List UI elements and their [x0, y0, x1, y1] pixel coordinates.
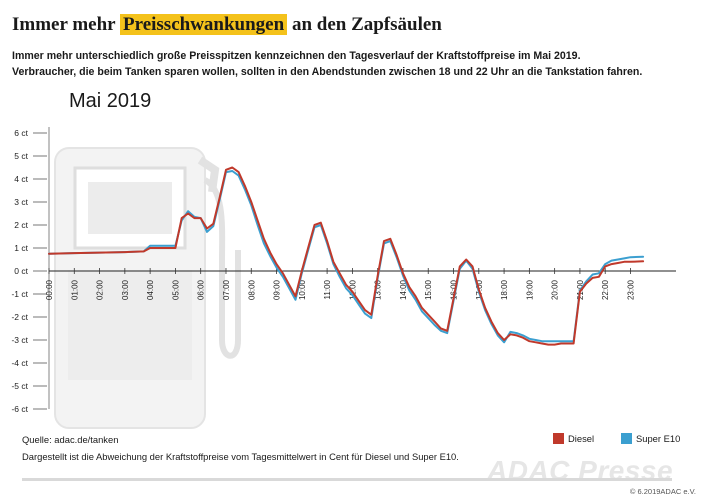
month-label: Mai 2019 — [69, 90, 152, 112]
legend-diesel-label: Diesel — [568, 433, 595, 444]
y-tick-label: -6 ct — [11, 404, 28, 414]
y-tick-label: -5 ct — [11, 381, 28, 391]
copyright: © 6.2019ADAC e.V. — [629, 487, 696, 496]
series-line-diesel — [48, 166, 645, 346]
x-tick-label: 15:00 — [424, 279, 433, 300]
x-tick-label: 20:00 — [551, 279, 560, 300]
legend-diesel: Diesel — [553, 433, 594, 444]
y-tick-label: 3 ct — [14, 197, 28, 207]
x-tick-label: 02:00 — [96, 279, 105, 300]
x-tick-label: 00:00 — [45, 279, 54, 300]
source-label: Quelle: adac.de/tanken — [22, 434, 119, 445]
bottom-rule — [22, 478, 672, 481]
y-tick-label: 2 ct — [14, 220, 28, 230]
x-tick-label: 13:00 — [374, 279, 383, 300]
page-title: Immer mehr Preisschwankungen an den Zapf… — [12, 14, 442, 35]
x-tick-label: 18:00 — [500, 279, 509, 300]
y-tick-label: -4 ct — [11, 358, 28, 368]
y-tick-label: 6 ct — [14, 128, 28, 138]
subtitle-line-1: Immer mehr unterschiedlich große Preissp… — [12, 50, 581, 62]
x-tick-label: 08:00 — [247, 279, 256, 300]
x-tick-label: 23:00 — [626, 279, 635, 300]
legend-super-e10-swatch — [621, 433, 632, 444]
y-tick-label: -3 ct — [11, 335, 28, 345]
x-tick-label: 01:00 — [70, 279, 79, 300]
y-tick-label: 5 ct — [14, 151, 28, 161]
chart-note: Dargestellt ist die Abweichung der Kraft… — [22, 451, 459, 462]
x-tick-label: 12:00 — [348, 279, 357, 300]
y-tick-label: 0 ct — [14, 266, 28, 276]
y-tick-label: 4 ct — [14, 174, 28, 184]
x-tick-label: 16:00 — [450, 279, 459, 300]
legend-super-e10-label: Super E10 — [636, 433, 681, 444]
subtitle-line-2: Verbraucher, die beim Tanken sparen woll… — [12, 66, 643, 78]
x-tick-label: 03:00 — [121, 279, 130, 300]
x-tick-label: 06:00 — [197, 279, 206, 300]
x-tick-label: 14:00 — [399, 279, 408, 300]
fuel-pump-icon — [54, 147, 241, 429]
x-tick-label: 19:00 — [525, 279, 534, 300]
x-tick-label: 10:00 — [298, 279, 307, 300]
watermark: ADAC Presse — [487, 455, 674, 486]
x-tick-label: 04:00 — [146, 279, 155, 300]
y-tick-label: -2 ct — [11, 312, 28, 322]
x-tick-label: 07:00 — [222, 279, 231, 300]
y-tick-label: -1 ct — [11, 289, 28, 299]
x-tick-label: 11:00 — [323, 279, 332, 299]
x-tick-label: 09:00 — [273, 279, 282, 300]
title-highlight: Preisschwankungen — [120, 14, 288, 35]
y-tick-label: 1 ct — [14, 243, 28, 253]
legend-diesel-swatch — [553, 433, 564, 444]
legend-super-e10: Super E10 — [621, 433, 680, 444]
x-tick-label: 05:00 — [171, 279, 180, 300]
x-tick-label: 22:00 — [601, 279, 610, 300]
subtitle: Immer mehr unterschiedlich große Preissp… — [12, 48, 702, 80]
